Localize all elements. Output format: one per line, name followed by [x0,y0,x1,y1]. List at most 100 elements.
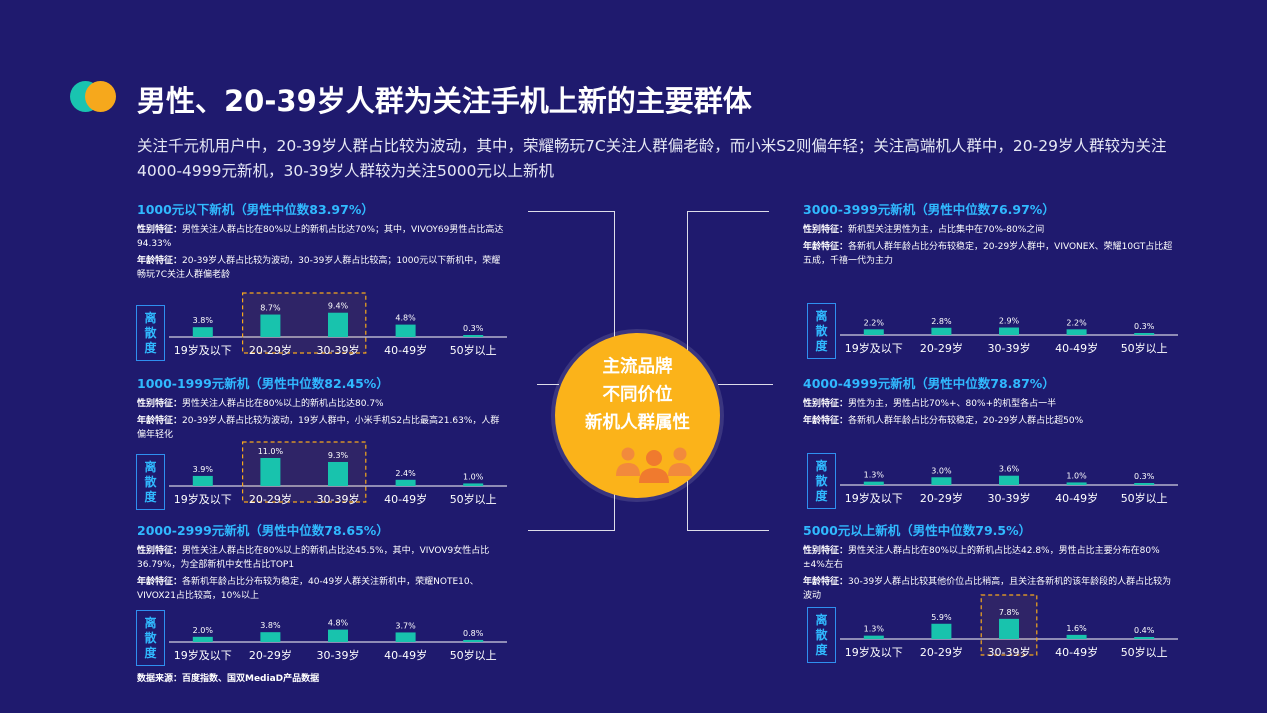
category-label: 50岁以上 [1121,341,1168,355]
category-label: 50岁以上 [1121,491,1168,505]
category-label: 30-39岁 [988,491,1031,505]
connector-bottom-right [687,470,769,531]
bar [999,618,1019,639]
bar [1066,329,1087,335]
data-source: 数据来源：百度指数、国双MediaD产品数据 [137,674,320,684]
category-label: 30-39岁 [317,648,360,662]
data-label: 0.3% [463,324,484,333]
category-label: 40-49岁 [384,648,427,662]
category-label: 19岁及以下 [174,343,232,357]
age-feature: 年龄特征：各新机人群年龄占比分布较稳定，20-29岁人群占比超50% [803,416,1084,426]
data-label: 0.3% [1134,322,1155,331]
connector-top-left [528,211,615,361]
connector-bottom-left [528,470,615,531]
connector-top-right [687,211,769,361]
gender-feature: 性别特征：男性关注人群占比在80%以上的新机占比达70%；其中，VIVOY69男… [137,225,504,249]
bar [1134,483,1155,485]
bar [1134,333,1155,335]
panel-4000-4999: 4000-4999元新机（男性中位数78.87%） 性别特征：男性为主，男性占比… [803,374,1173,428]
bar [395,632,416,642]
bar [395,479,416,486]
panel-title: 1000元以下新机（男性中位数83.97%） [137,202,374,217]
data-label: 4.8% [328,619,349,628]
bar [328,629,348,642]
age-feature: 年龄特征：各新机年龄占比分布较为稳定，40-49岁人群关注新机中，荣耀NOTE1… [137,577,479,601]
age-feature: 年龄特征：20-39岁人群占比较为波动，30-39岁人群占比较高；1000元以下… [137,256,501,280]
bar [999,475,1019,485]
data-label: 2.2% [1066,318,1087,327]
bar [328,461,348,486]
bar [863,481,884,485]
data-label: 2.4% [395,469,416,478]
category-label: 19岁及以下 [845,341,903,355]
gender-feature: 性别特征：男性为主，男性占比70%+、80%+的机型各占一半 [803,399,1057,409]
category-label: 30-39岁 [317,343,360,357]
data-label: 4.8% [395,314,416,323]
data-label: 1.6% [1066,624,1087,633]
category-label: 30-39岁 [988,645,1031,659]
hub-circle: 主流品牌 不同价位 新机人群属性 [555,333,720,498]
data-label: 2.8% [931,317,952,326]
data-label: 1.0% [463,472,484,481]
category-label: 40-49岁 [1055,645,1098,659]
page-subtitle: 关注千元机用户中，20-39岁人群占比较为波动，其中，荣耀畅玩7C关注人群偏老龄… [137,137,1167,180]
data-label: 7.8% [999,608,1020,617]
category-label: 40-49岁 [384,343,427,357]
category-label: 50岁以上 [450,648,497,662]
bar [999,327,1019,335]
bar [260,458,281,486]
panel-title: 3000-3999元新机（男性中位数76.97%） [803,202,1055,217]
bar [192,327,213,337]
data-label: 11.0% [258,447,284,456]
category-label: 40-49岁 [384,492,427,506]
category-label: 20-29岁 [920,645,963,659]
data-label: 3.6% [999,465,1020,474]
data-label: 3.7% [395,621,416,630]
bar [931,623,952,639]
panel-3000-3999: 3000-3999元新机（男性中位数76.97%） 性别特征：新机型关注男性为主… [803,200,1173,268]
bar [931,477,952,485]
hub-line-1: 主流品牌 [602,357,673,377]
panel-2000-2999: 2000-2999元新机（男性中位数78.65%） 性别特征：男性关注人群占比在… [137,521,507,603]
hub-line-2: 不同价位 [602,385,673,405]
panel-1000-1999: 1000-1999元新机（男性中位数82.45%） 性别特征：男性关注人群占比在… [137,374,507,442]
category-label: 50岁以上 [1121,645,1168,659]
category-label: 30-39岁 [317,492,360,506]
category-label: 19岁及以下 [845,491,903,505]
category-label: 50岁以上 [450,492,497,506]
data-label: 0.3% [1134,472,1155,481]
bar [463,483,484,486]
category-label: 20-29岁 [249,492,292,506]
bar [328,312,348,337]
category-label: 19岁及以下 [174,648,232,662]
category-label: 50岁以上 [450,343,497,357]
data-label: 1.0% [1066,471,1087,480]
bar [863,635,884,639]
gender-feature: 性别特征：男性关注人群占比在80%以上的新机占比达80.7% [137,399,384,409]
panel-title: 4000-4999元新机（男性中位数78.87%） [803,376,1055,391]
panel-title: 5000元以上新机（男性中位数79.5%） [803,523,1032,538]
bar [863,329,884,335]
category-label: 19岁及以下 [174,492,232,506]
bar [260,314,281,337]
data-label: 2.0% [193,626,214,635]
data-label: 9.3% [328,451,349,460]
gender-feature: 性别特征：新机型关注男性为主，占比集中在70%-80%之间 [803,225,1045,235]
logo-dots-icon [70,81,116,113]
age-feature: 年龄特征：30-39岁人群占比较其他价位占比稍高，且关注各新机的该年龄段的人群占… [803,577,1172,601]
data-label: 1.3% [864,625,885,634]
category-label: 40-49岁 [1055,341,1098,355]
page-title: 男性、20-39岁人群为关注手机上新的主要群体 [137,84,752,118]
data-label: 3.8% [193,316,214,325]
bar [260,632,281,642]
bar [1134,637,1155,639]
category-label: 20-29岁 [920,341,963,355]
bar [192,636,213,642]
dispersion-label: 离散度 [807,607,836,663]
bar [463,639,484,642]
age-feature: 年龄特征：各新机人群年龄占比分布较稳定，20-29岁人群中，VIVONEX、荣耀… [803,242,1173,266]
dispersion-label: 离散度 [807,453,836,509]
category-label: 20-29岁 [249,343,292,357]
bar [192,475,213,486]
